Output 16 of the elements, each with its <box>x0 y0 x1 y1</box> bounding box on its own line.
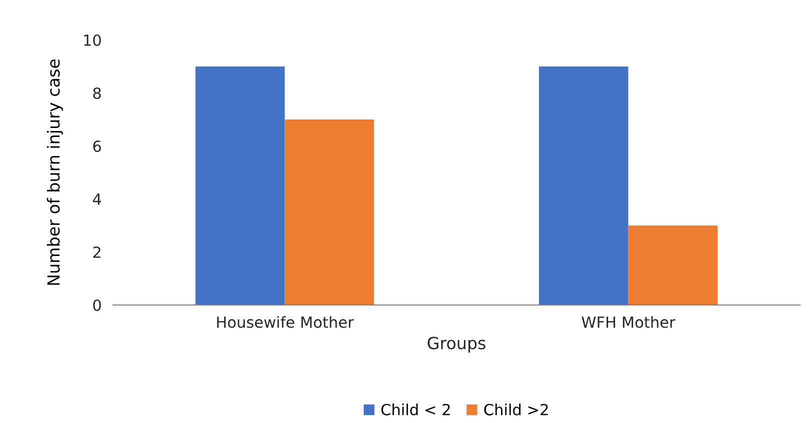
y-tick-label: 2 <box>93 246 100 258</box>
y-tick-label: 4 <box>92 194 102 205</box>
bar <box>628 226 718 305</box>
x-tick-label: Housewife Mother <box>217 316 354 328</box>
bar <box>195 66 285 305</box>
legend-label: Child >2 <box>484 404 548 416</box>
bar <box>538 66 628 305</box>
bar <box>284 120 374 305</box>
x-tick-label: WFH Mother <box>582 316 676 328</box>
y-axis-title: Number of burn injury case <box>46 59 64 285</box>
y-tick-label: 0 <box>93 299 101 312</box>
y-tick-label: 6 <box>93 140 101 152</box>
legend-label: Child < 2 <box>381 404 450 416</box>
y-tick-label: 10 <box>84 34 101 46</box>
x-axis-title: Groups <box>428 336 486 353</box>
y-tick-label: 8 <box>93 87 101 100</box>
